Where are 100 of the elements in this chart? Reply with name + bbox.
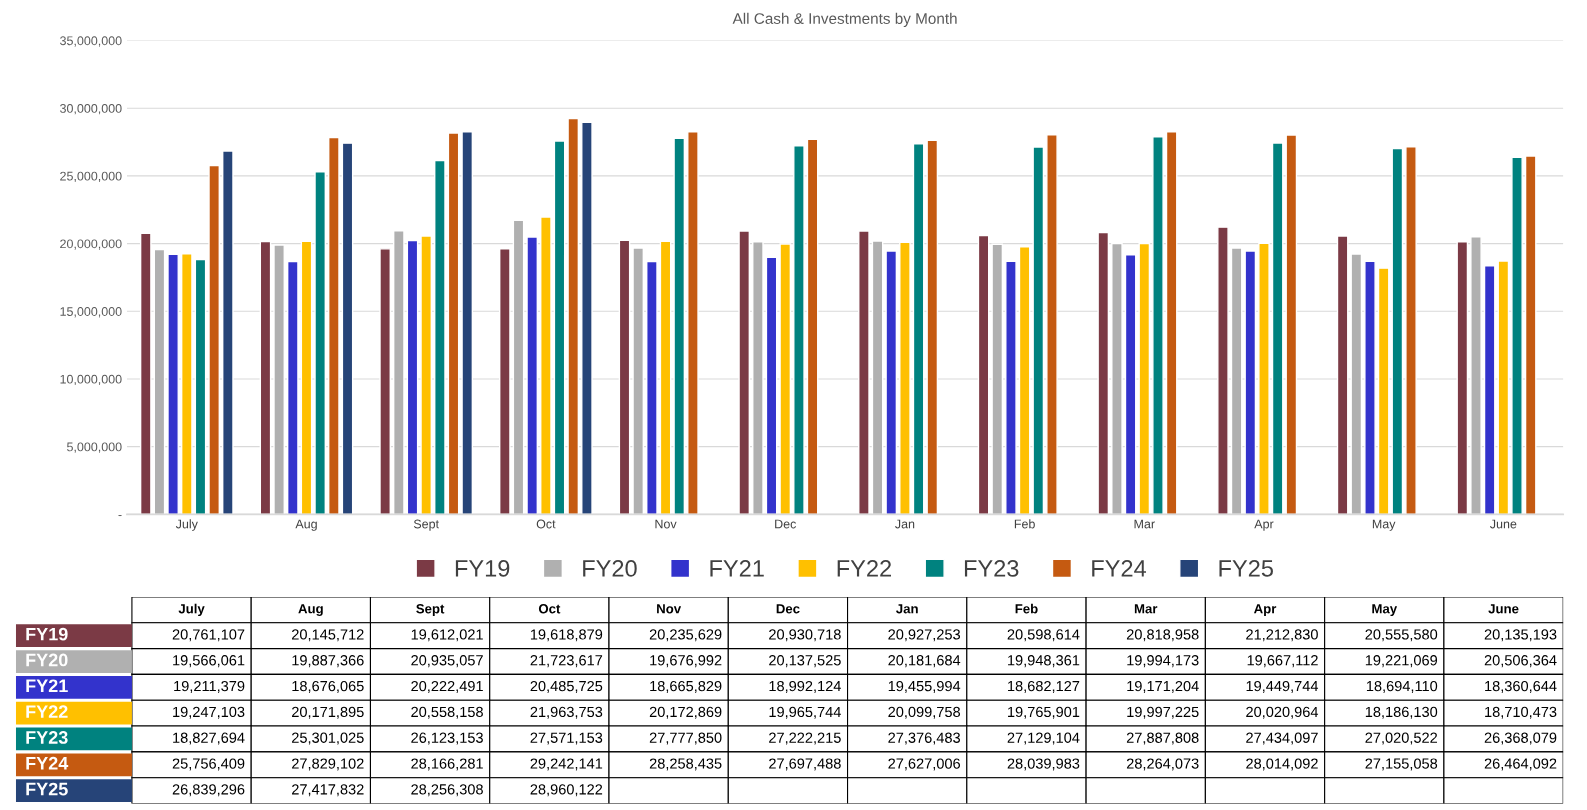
data-label: 27,376,483 <box>888 732 961 745</box>
y-tick-label: - <box>118 515 122 517</box>
bar <box>885 250 898 515</box>
data-label: 19,994,173 <box>1127 655 1199 668</box>
bar <box>512 219 525 515</box>
data-label: 21,963,753 <box>530 706 603 719</box>
bar <box>1524 155 1537 515</box>
bar <box>208 164 220 515</box>
bar <box>499 248 511 515</box>
data-label: 19,948,361 <box>1008 655 1080 668</box>
data-label: 20,171,895 <box>292 706 364 719</box>
bar <box>793 145 805 515</box>
bar <box>1097 231 1110 515</box>
bar <box>1497 260 1510 515</box>
data-label: 18,665,829 <box>650 680 722 693</box>
data-label: 19,455,994 <box>888 680 961 693</box>
bar <box>328 136 340 515</box>
bar <box>1391 147 1404 515</box>
data-label: 27,887,808 <box>1126 732 1199 745</box>
data-label: 26,368,079 <box>1484 732 1557 745</box>
data-label: 19,211,379 <box>174 680 245 693</box>
bar <box>420 235 433 515</box>
data-label: 29,242,141 <box>530 758 603 771</box>
data-label: 19,887,366 <box>292 655 364 668</box>
category-label: Apr <box>1253 604 1277 617</box>
data-label: 20,137,525 <box>769 655 841 668</box>
bar <box>779 243 792 515</box>
data-label: 20,020,964 <box>1246 706 1319 719</box>
bar <box>540 216 552 515</box>
text: FY19 <box>26 627 68 641</box>
data-label: 18,186,130 <box>1365 706 1438 719</box>
bar <box>1285 134 1298 515</box>
data-label: 20,506,364 <box>1484 655 1557 668</box>
category-label: Nov <box>657 604 682 614</box>
data-label: 27,417,832 <box>292 784 364 797</box>
data-label: 20,930,718 <box>769 629 841 642</box>
data-label: 18,694,110 <box>1366 680 1438 693</box>
x-tick-label: Dec <box>775 519 797 529</box>
bar <box>673 137 686 515</box>
bar <box>1470 236 1482 515</box>
bar <box>180 253 193 515</box>
data-label: 25,301,025 <box>292 732 364 745</box>
bar <box>1258 242 1270 515</box>
x-tick-label: July <box>175 519 198 531</box>
bar <box>899 241 911 515</box>
data-label: 28,264,073 <box>1126 758 1199 771</box>
data-label: 19,765,901 <box>1008 706 1080 719</box>
bar <box>618 239 631 515</box>
y-tick-label: 35,000,000 <box>60 36 122 47</box>
x-tick-label: Sept <box>413 519 439 531</box>
bar <box>632 247 645 515</box>
data-label: 20,172,869 <box>649 706 722 719</box>
x-tick-label: May <box>1372 519 1396 531</box>
bar <box>581 121 593 515</box>
bar <box>406 239 419 515</box>
bar <box>912 143 925 515</box>
data-label: 20,935,057 <box>411 655 483 668</box>
category-label: Feb <box>1015 603 1038 614</box>
bar <box>1377 267 1390 515</box>
data-label: 28,166,281 <box>411 758 483 771</box>
data-label: 27,777,850 <box>649 732 722 745</box>
legend-label: FY20 <box>583 560 637 577</box>
bar <box>646 260 658 515</box>
bar <box>1032 146 1045 515</box>
legend-label: FY23 <box>964 560 1019 577</box>
bar <box>194 258 207 515</box>
y-tick-label: 5,000,000 <box>67 442 122 453</box>
data-label: 21,212,830 <box>1246 629 1318 642</box>
data-label: 28,256,308 <box>411 784 483 797</box>
bar <box>1405 146 1417 515</box>
bar <box>300 240 313 515</box>
x-tick-label: Mar <box>1134 519 1155 529</box>
category-label: July <box>178 603 205 617</box>
data-label: 19,965,744 <box>769 706 841 719</box>
data-label: 20,555,580 <box>1365 629 1438 642</box>
data-label: 21,723,617 <box>530 655 603 668</box>
data-label: 27,829,102 <box>292 758 364 771</box>
x-tick-label: Aug <box>295 519 317 531</box>
bar <box>222 150 234 515</box>
category-label: Sept <box>416 604 445 617</box>
bar <box>659 240 672 515</box>
x-tick-label: June <box>1490 519 1517 529</box>
data-label: 28,039,983 <box>1007 758 1080 771</box>
text: FY25 <box>26 782 68 796</box>
text: FY23 <box>26 731 68 744</box>
data-label: 20,135,193 <box>1484 629 1557 642</box>
data-label: 20,145,712 <box>292 629 364 642</box>
legend-label: FY22 <box>837 560 891 577</box>
bar <box>434 159 446 515</box>
data-label: 18,676,065 <box>292 680 364 693</box>
bar <box>379 248 391 515</box>
text: FY20 <box>26 653 68 667</box>
bar <box>567 117 580 515</box>
bar <box>1018 246 1031 515</box>
data-label: 20,181,684 <box>888 655 961 668</box>
data-label: 20,558,158 <box>411 706 483 719</box>
category-label: Dec <box>776 604 800 614</box>
bar <box>1511 156 1523 515</box>
data-label: 19,997,225 <box>1127 706 1199 719</box>
y-tick-label: 30,000,000 <box>60 103 122 115</box>
